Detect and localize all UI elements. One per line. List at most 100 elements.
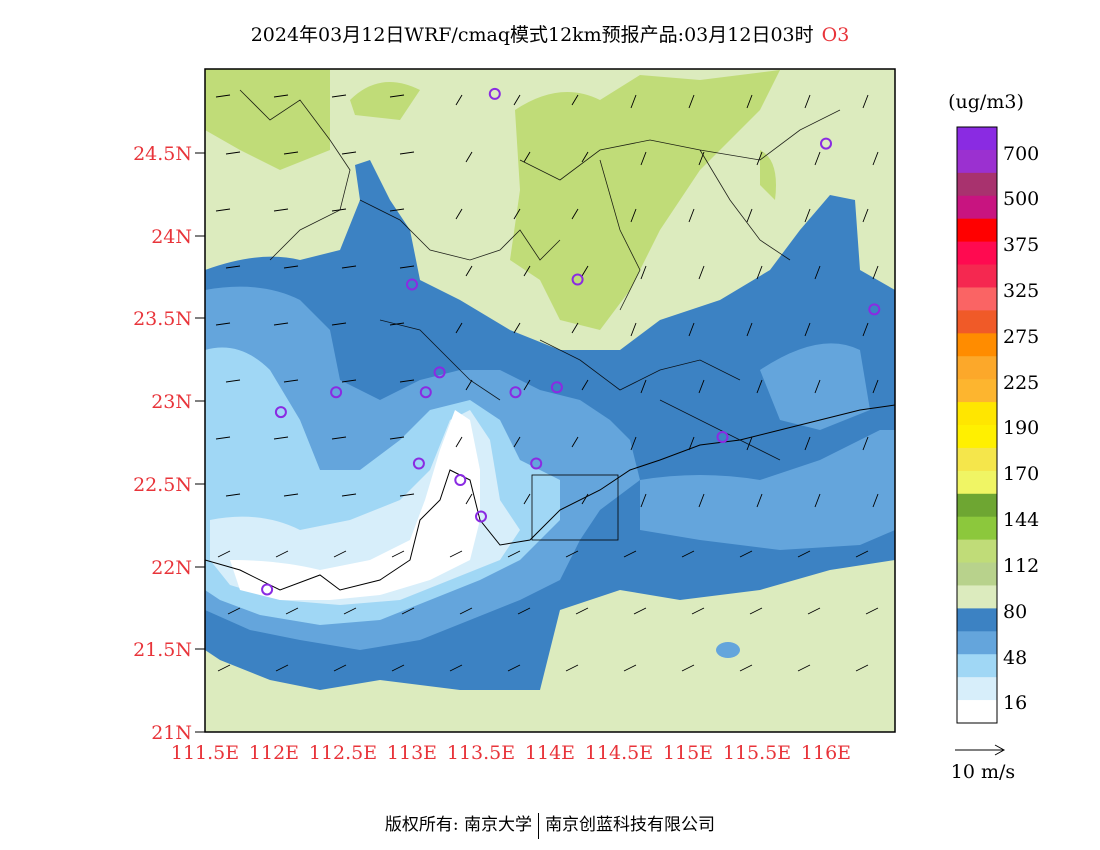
wind-arrow	[455, 436, 463, 448]
station-marker	[820, 137, 832, 150]
wind-arrow	[399, 265, 415, 269]
copyright-company: 南京创蓝科技有限公司	[545, 815, 716, 835]
lon-label: 116E	[801, 742, 851, 764]
wind-arrow	[507, 664, 521, 672]
wind-arrow	[814, 493, 821, 508]
latitude-axis: 24.5N 24N 23.5N 23N 22.5N 22N 21.5N 21N	[133, 143, 205, 744]
wind-arrow	[640, 493, 647, 508]
colorbar-swatch	[957, 631, 997, 655]
wind-arrow	[389, 436, 405, 440]
wind-arrow	[273, 436, 289, 440]
colorbar-swatch	[957, 608, 997, 632]
wind-arrow	[575, 607, 589, 615]
wind-arrow	[630, 436, 637, 451]
colorbar-swatch	[957, 402, 997, 426]
longitude-axis: 111.5E 112E 112.5E 113E 113.5E 114E 114.…	[171, 742, 851, 764]
wind-arrow	[215, 322, 231, 326]
wind-arrow	[275, 664, 289, 672]
wind-arrow	[333, 664, 347, 672]
wind-arrow	[698, 265, 705, 280]
wind-arrow	[640, 379, 647, 394]
lon-label: 114.5E	[585, 742, 653, 764]
wind-arrow	[862, 436, 869, 451]
wind-arrow	[391, 664, 405, 672]
wind-arrow	[814, 151, 821, 166]
title-text: 2024年03月12日WRF/cmaq模式12km预报产品:03月12日03时	[250, 24, 814, 46]
lon-label: 114E	[525, 742, 575, 764]
colorbar-swatch	[957, 195, 997, 220]
wind-reference: 10 m/s	[951, 744, 1015, 783]
colorbar-swatch	[957, 493, 997, 518]
wind-arrow	[746, 436, 753, 451]
colorbar-swatch	[957, 172, 997, 197]
colorbar-label: 325	[1003, 280, 1039, 302]
lat-label: 21.5N	[133, 639, 192, 661]
wind-arrow	[814, 379, 821, 394]
wind-arrow	[465, 151, 473, 163]
lat-label: 24.5N	[133, 143, 192, 165]
station-marker	[550, 381, 563, 394]
wind-arrow	[688, 94, 695, 109]
wind-arrow	[688, 436, 695, 451]
wind-arrow	[865, 607, 879, 615]
wind-arrow	[691, 607, 705, 615]
wind-arrow	[283, 265, 299, 269]
wind-arrow	[275, 550, 289, 558]
contour-lowest	[230, 410, 480, 600]
wind-arrow	[581, 493, 589, 505]
colorbar-swatch	[957, 379, 997, 403]
wind-arrow	[797, 664, 811, 672]
wind-arrow	[513, 208, 521, 220]
wind-arrow	[872, 379, 879, 394]
wind-arrow	[459, 607, 473, 615]
colorbar-label: 170	[1003, 463, 1039, 485]
wind-arrow	[746, 208, 753, 223]
colorbar-label: 144	[1003, 509, 1039, 531]
station-marker	[509, 386, 522, 399]
wind-arrow	[523, 379, 531, 391]
wind-arrow	[756, 493, 763, 508]
wind-arrow	[225, 493, 241, 497]
station-marker	[433, 366, 446, 379]
wind-arrow	[449, 550, 463, 558]
lon-label: 115E	[663, 742, 713, 764]
station-marker	[274, 406, 287, 419]
station-marker	[454, 474, 467, 487]
wind-arrow	[455, 94, 463, 106]
wind-arrow	[283, 151, 299, 155]
wind-arrow	[513, 94, 521, 106]
colorbar-swatch	[957, 287, 997, 311]
wind-arrow	[523, 265, 531, 277]
wind-arrow	[449, 664, 463, 672]
colorbar-swatch	[957, 654, 997, 678]
wind-arrow	[804, 322, 811, 337]
colorbar: (ug/m3) 700 500 375 325 275 225 190 170 …	[948, 91, 1039, 724]
wind-arrow	[331, 208, 347, 212]
colorbar-swatch	[957, 516, 997, 541]
wind-arrow	[739, 664, 753, 672]
colorbar-swatch	[957, 333, 997, 357]
colorbar-label: 275	[1003, 326, 1039, 348]
colorbar-label: 16	[1003, 692, 1027, 714]
colorbar-swatch	[957, 470, 997, 495]
wind-arrow	[756, 265, 763, 280]
colorbar-swatch	[957, 241, 997, 266]
admin-boundaries	[239, 89, 841, 461]
wind-arrow	[623, 664, 637, 672]
wind-arrow	[225, 379, 241, 383]
wind-arrow	[739, 550, 753, 558]
contour-16-48-ne	[760, 343, 870, 430]
wind-arrow	[389, 208, 405, 212]
colorbar-swatch	[957, 127, 997, 151]
wind-arrow	[688, 322, 695, 337]
station-marker	[571, 273, 584, 286]
station-marker	[406, 278, 418, 291]
wind-arrow	[630, 208, 637, 223]
colorbar-label: 375	[1003, 234, 1039, 256]
wind-arrow	[513, 322, 521, 334]
colorbar-label: 80	[1003, 601, 1027, 623]
wind-arrow	[341, 379, 357, 383]
wind-arrow	[273, 94, 289, 98]
coastline	[205, 404, 895, 591]
wind-arrow	[797, 550, 811, 558]
